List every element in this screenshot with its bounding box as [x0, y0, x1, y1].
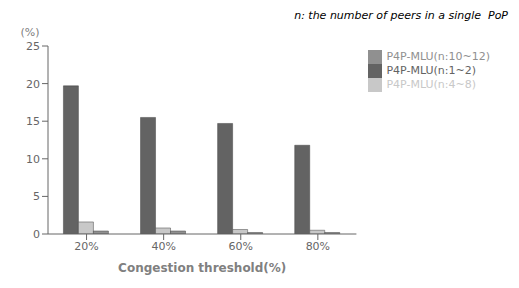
svg-text:(%): (%)	[20, 26, 39, 39]
svg-text:20: 20	[26, 78, 40, 91]
svg-text:80%: 80%	[306, 240, 330, 253]
svg-text:15: 15	[26, 115, 40, 128]
svg-text:25: 25	[26, 40, 40, 53]
html-text:P4P-MLU(n:10~12): P4P-MLU(n:10~12)	[386, 50, 490, 63]
svg-text:Congestion threshold(%): Congestion threshold(%)	[118, 261, 286, 275]
svg-text:60%: 60%	[229, 240, 253, 253]
svg-text:5: 5	[33, 190, 40, 203]
svg-text:40%: 40%	[151, 240, 175, 253]
html-text:P4P-MLU(n:1~2): P4P-MLU(n:1~2)	[386, 64, 476, 77]
svg-text:20%: 20%	[74, 240, 98, 253]
html-text:P4P-MLU(n:4~8): P4P-MLU(n:4~8)	[386, 78, 476, 91]
html-text:n: the number of peers in a si: n: the number of peers in a single PoP	[294, 9, 508, 22]
svg-text:0: 0	[33, 228, 40, 241]
svg-text:10: 10	[26, 153, 40, 166]
